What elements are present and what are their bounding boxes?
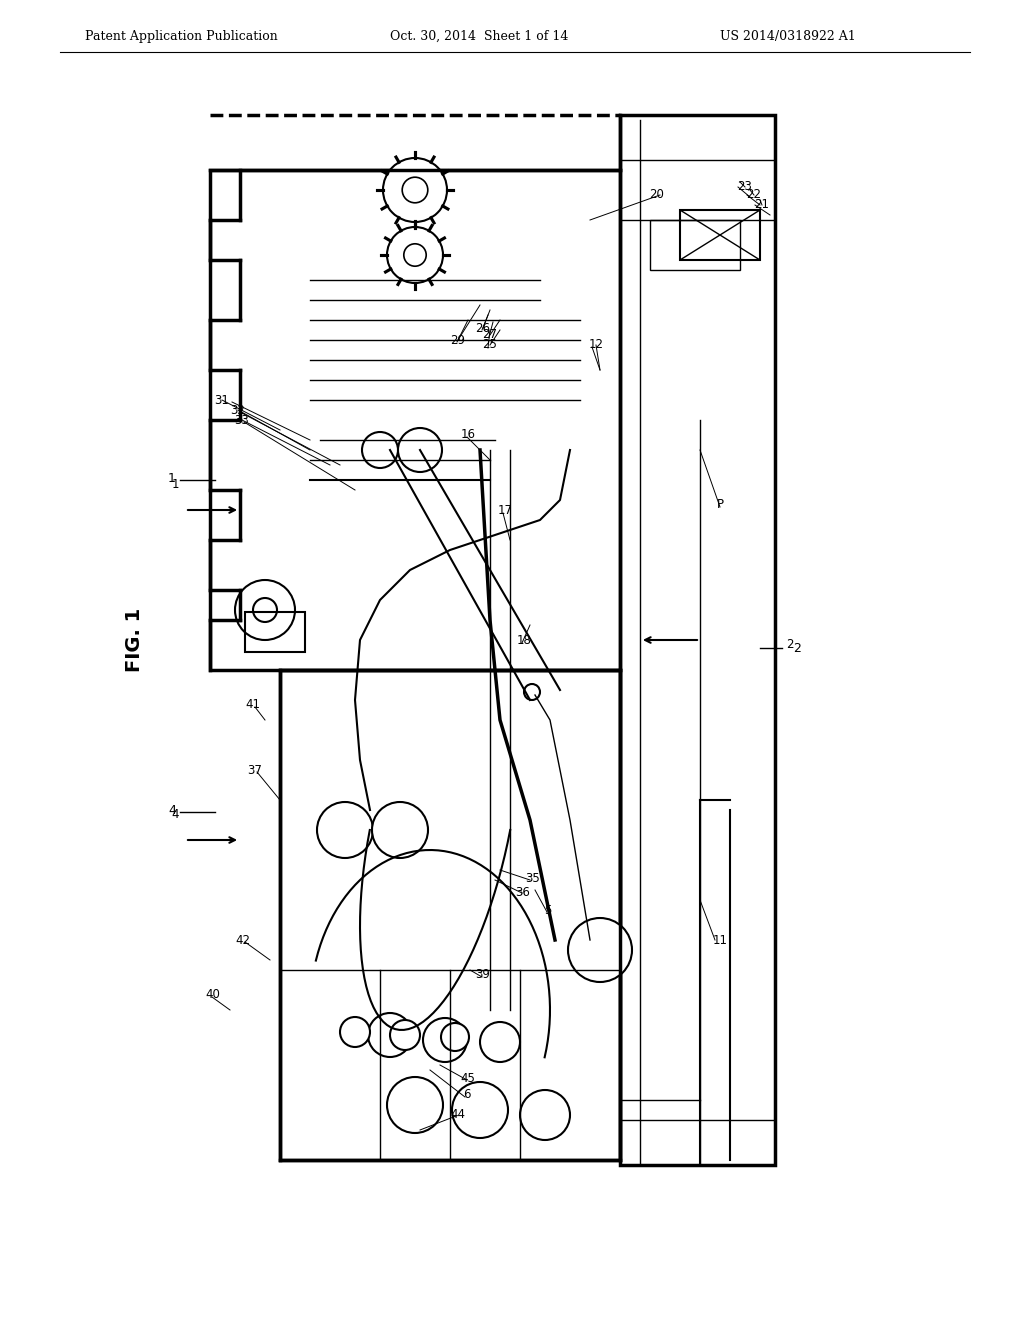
Text: FIG. 1: FIG. 1 xyxy=(125,609,144,672)
Text: 17: 17 xyxy=(498,503,512,516)
Text: Patent Application Publication: Patent Application Publication xyxy=(85,30,278,44)
Text: 5: 5 xyxy=(545,903,552,916)
Circle shape xyxy=(402,177,428,203)
Text: US 2014/0318922 A1: US 2014/0318922 A1 xyxy=(720,30,856,44)
Circle shape xyxy=(568,917,632,982)
Text: 18: 18 xyxy=(516,634,531,647)
Text: 35: 35 xyxy=(525,871,541,884)
Circle shape xyxy=(480,1022,520,1063)
Text: 42: 42 xyxy=(236,933,251,946)
Bar xyxy=(620,160,775,220)
Text: 22: 22 xyxy=(746,189,762,202)
Text: 1: 1 xyxy=(168,471,176,484)
Text: 4: 4 xyxy=(168,804,176,817)
Text: 6: 6 xyxy=(463,1089,471,1101)
Circle shape xyxy=(441,1023,469,1051)
Text: P: P xyxy=(717,499,724,511)
Text: 2: 2 xyxy=(793,642,801,655)
Text: 23: 23 xyxy=(737,181,753,194)
Text: 4: 4 xyxy=(171,808,179,821)
Circle shape xyxy=(340,1016,370,1047)
Text: 11: 11 xyxy=(713,933,727,946)
Circle shape xyxy=(387,227,443,282)
Circle shape xyxy=(387,1077,443,1133)
Text: 20: 20 xyxy=(649,189,665,202)
Text: 33: 33 xyxy=(234,413,250,426)
Circle shape xyxy=(368,1012,412,1057)
Circle shape xyxy=(390,1020,420,1049)
Bar xyxy=(680,210,760,260)
Bar xyxy=(620,115,775,1166)
Circle shape xyxy=(362,432,398,469)
Circle shape xyxy=(398,428,442,473)
Text: 16: 16 xyxy=(461,429,475,441)
Circle shape xyxy=(520,1090,570,1140)
Text: 41: 41 xyxy=(246,698,260,711)
Circle shape xyxy=(452,1082,508,1138)
Text: 45: 45 xyxy=(461,1072,475,1085)
Circle shape xyxy=(234,579,295,640)
Circle shape xyxy=(423,1018,467,1063)
Text: 26: 26 xyxy=(475,322,490,334)
Bar xyxy=(245,612,305,652)
Bar xyxy=(650,220,740,271)
Text: 32: 32 xyxy=(230,404,246,417)
Circle shape xyxy=(317,803,373,858)
Text: 12: 12 xyxy=(589,338,603,351)
Circle shape xyxy=(524,684,540,700)
Text: 21: 21 xyxy=(755,198,769,211)
Text: 2: 2 xyxy=(786,639,794,652)
Text: 40: 40 xyxy=(206,989,220,1002)
Circle shape xyxy=(253,598,278,622)
Text: 39: 39 xyxy=(475,969,490,982)
Bar xyxy=(280,671,620,1160)
Text: 1: 1 xyxy=(171,479,179,491)
Circle shape xyxy=(403,244,426,267)
Bar xyxy=(210,170,620,671)
Text: Oct. 30, 2014  Sheet 1 of 14: Oct. 30, 2014 Sheet 1 of 14 xyxy=(390,30,568,44)
Text: 27: 27 xyxy=(482,329,498,342)
Text: 29: 29 xyxy=(451,334,466,346)
Text: 25: 25 xyxy=(482,338,498,351)
Circle shape xyxy=(372,803,428,858)
Circle shape xyxy=(383,158,447,222)
Text: 36: 36 xyxy=(515,886,530,899)
Text: 44: 44 xyxy=(451,1109,466,1122)
Text: 31: 31 xyxy=(215,393,229,407)
Text: 37: 37 xyxy=(248,763,262,776)
